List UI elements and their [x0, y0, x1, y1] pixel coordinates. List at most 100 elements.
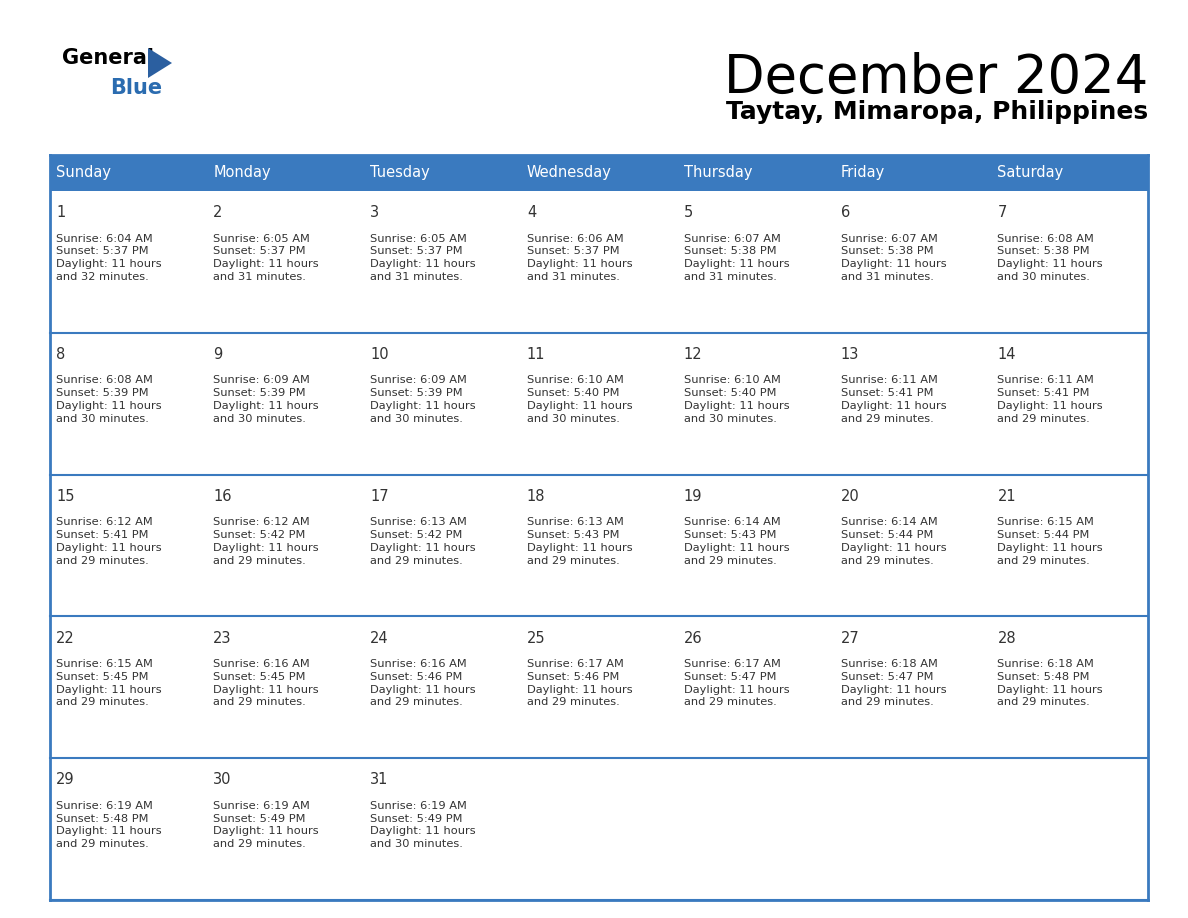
Bar [520, 191, 677, 333]
Text: 2: 2 [213, 206, 222, 220]
Text: Sunrise: 6:10 AM
Sunset: 5:40 PM
Daylight: 11 hours
and 30 minutes.: Sunrise: 6:10 AM Sunset: 5:40 PM Dayligh… [684, 375, 789, 424]
Bar [520, 616, 677, 758]
Text: Sunrise: 6:14 AM
Sunset: 5:43 PM
Daylight: 11 hours
and 29 minutes.: Sunrise: 6:14 AM Sunset: 5:43 PM Dayligh… [684, 517, 789, 565]
Text: 27: 27 [841, 631, 859, 645]
Bar [677, 191, 834, 333]
Text: Sunrise: 6:18 AM
Sunset: 5:47 PM
Daylight: 11 hours
and 29 minutes.: Sunrise: 6:18 AM Sunset: 5:47 PM Dayligh… [841, 659, 946, 708]
Text: Monday: Monday [213, 165, 271, 181]
Bar [50, 616, 207, 758]
Text: General: General [62, 48, 154, 68]
Text: Sunrise: 6:17 AM
Sunset: 5:46 PM
Daylight: 11 hours
and 29 minutes.: Sunrise: 6:17 AM Sunset: 5:46 PM Dayligh… [526, 659, 632, 708]
Text: Sunrise: 6:07 AM
Sunset: 5:38 PM
Daylight: 11 hours
and 31 minutes.: Sunrise: 6:07 AM Sunset: 5:38 PM Dayligh… [841, 233, 946, 282]
Text: Thursday: Thursday [684, 165, 752, 181]
Bar [207, 758, 364, 900]
Text: 1: 1 [56, 206, 65, 220]
Bar [834, 758, 991, 900]
Text: 11: 11 [526, 347, 545, 362]
Text: 5: 5 [684, 206, 693, 220]
Bar [50, 155, 1148, 191]
Bar [834, 475, 991, 616]
Bar [991, 333, 1148, 475]
Bar [364, 758, 520, 900]
Text: 28: 28 [998, 631, 1016, 645]
Text: 7: 7 [998, 206, 1006, 220]
Bar [50, 333, 207, 475]
Bar [677, 616, 834, 758]
Bar [991, 616, 1148, 758]
Text: Tuesday: Tuesday [369, 165, 430, 181]
Text: 4: 4 [526, 206, 536, 220]
Bar [364, 333, 520, 475]
Text: 24: 24 [369, 631, 388, 645]
Text: 14: 14 [998, 347, 1016, 362]
Text: 21: 21 [998, 488, 1016, 504]
Text: Blue: Blue [110, 78, 162, 98]
Text: 16: 16 [213, 488, 232, 504]
Text: Sunrise: 6:04 AM
Sunset: 5:37 PM
Daylight: 11 hours
and 32 minutes.: Sunrise: 6:04 AM Sunset: 5:37 PM Dayligh… [56, 233, 162, 282]
Text: December 2024: December 2024 [723, 52, 1148, 104]
Text: Sunrise: 6:12 AM
Sunset: 5:41 PM
Daylight: 11 hours
and 29 minutes.: Sunrise: 6:12 AM Sunset: 5:41 PM Dayligh… [56, 517, 162, 565]
Text: 31: 31 [369, 772, 388, 788]
Bar [364, 475, 520, 616]
Bar [834, 333, 991, 475]
Text: Friday: Friday [841, 165, 885, 181]
Bar [677, 758, 834, 900]
Text: Sunrise: 6:05 AM
Sunset: 5:37 PM
Daylight: 11 hours
and 31 minutes.: Sunrise: 6:05 AM Sunset: 5:37 PM Dayligh… [369, 233, 475, 282]
Bar [834, 616, 991, 758]
Bar [50, 758, 207, 900]
Text: Sunrise: 6:18 AM
Sunset: 5:48 PM
Daylight: 11 hours
and 29 minutes.: Sunrise: 6:18 AM Sunset: 5:48 PM Dayligh… [998, 659, 1102, 708]
Bar [50, 475, 207, 616]
Text: 22: 22 [56, 631, 75, 645]
Polygon shape [148, 48, 172, 78]
Text: Sunrise: 6:19 AM
Sunset: 5:49 PM
Daylight: 11 hours
and 30 minutes.: Sunrise: 6:19 AM Sunset: 5:49 PM Dayligh… [369, 800, 475, 849]
Bar [520, 333, 677, 475]
Text: Sunday: Sunday [56, 165, 112, 181]
Bar [991, 758, 1148, 900]
Bar [991, 475, 1148, 616]
Text: Sunrise: 6:14 AM
Sunset: 5:44 PM
Daylight: 11 hours
and 29 minutes.: Sunrise: 6:14 AM Sunset: 5:44 PM Dayligh… [841, 517, 946, 565]
Bar [364, 616, 520, 758]
Bar [207, 475, 364, 616]
Text: 9: 9 [213, 347, 222, 362]
Text: Sunrise: 6:16 AM
Sunset: 5:45 PM
Daylight: 11 hours
and 29 minutes.: Sunrise: 6:16 AM Sunset: 5:45 PM Dayligh… [213, 659, 318, 708]
Bar [207, 191, 364, 333]
Text: Saturday: Saturday [998, 165, 1063, 181]
Text: Sunrise: 6:11 AM
Sunset: 5:41 PM
Daylight: 11 hours
and 29 minutes.: Sunrise: 6:11 AM Sunset: 5:41 PM Dayligh… [998, 375, 1102, 424]
Text: 13: 13 [841, 347, 859, 362]
Text: 25: 25 [526, 631, 545, 645]
Text: 30: 30 [213, 772, 232, 788]
Text: Wednesday: Wednesday [526, 165, 612, 181]
Bar [50, 191, 207, 333]
Text: 18: 18 [526, 488, 545, 504]
Bar [207, 333, 364, 475]
Text: Sunrise: 6:06 AM
Sunset: 5:37 PM
Daylight: 11 hours
and 31 minutes.: Sunrise: 6:06 AM Sunset: 5:37 PM Dayligh… [526, 233, 632, 282]
Text: Sunrise: 6:19 AM
Sunset: 5:48 PM
Daylight: 11 hours
and 29 minutes.: Sunrise: 6:19 AM Sunset: 5:48 PM Dayligh… [56, 800, 162, 849]
Text: Sunrise: 6:15 AM
Sunset: 5:44 PM
Daylight: 11 hours
and 29 minutes.: Sunrise: 6:15 AM Sunset: 5:44 PM Dayligh… [998, 517, 1102, 565]
Text: 20: 20 [841, 488, 859, 504]
Text: Sunrise: 6:07 AM
Sunset: 5:38 PM
Daylight: 11 hours
and 31 minutes.: Sunrise: 6:07 AM Sunset: 5:38 PM Dayligh… [684, 233, 789, 282]
Text: Sunrise: 6:10 AM
Sunset: 5:40 PM
Daylight: 11 hours
and 30 minutes.: Sunrise: 6:10 AM Sunset: 5:40 PM Dayligh… [526, 375, 632, 424]
Text: 29: 29 [56, 772, 75, 788]
Bar [677, 333, 834, 475]
Text: 19: 19 [684, 488, 702, 504]
Text: Sunrise: 6:08 AM
Sunset: 5:38 PM
Daylight: 11 hours
and 30 minutes.: Sunrise: 6:08 AM Sunset: 5:38 PM Dayligh… [998, 233, 1102, 282]
Text: 12: 12 [684, 347, 702, 362]
Text: 10: 10 [369, 347, 388, 362]
Text: Sunrise: 6:13 AM
Sunset: 5:43 PM
Daylight: 11 hours
and 29 minutes.: Sunrise: 6:13 AM Sunset: 5:43 PM Dayligh… [526, 517, 632, 565]
Text: Sunrise: 6:05 AM
Sunset: 5:37 PM
Daylight: 11 hours
and 31 minutes.: Sunrise: 6:05 AM Sunset: 5:37 PM Dayligh… [213, 233, 318, 282]
Text: Sunrise: 6:09 AM
Sunset: 5:39 PM
Daylight: 11 hours
and 30 minutes.: Sunrise: 6:09 AM Sunset: 5:39 PM Dayligh… [213, 375, 318, 424]
Text: Sunrise: 6:13 AM
Sunset: 5:42 PM
Daylight: 11 hours
and 29 minutes.: Sunrise: 6:13 AM Sunset: 5:42 PM Dayligh… [369, 517, 475, 565]
Bar [207, 616, 364, 758]
Text: 26: 26 [684, 631, 702, 645]
Text: Sunrise: 6:11 AM
Sunset: 5:41 PM
Daylight: 11 hours
and 29 minutes.: Sunrise: 6:11 AM Sunset: 5:41 PM Dayligh… [841, 375, 946, 424]
Text: Sunrise: 6:15 AM
Sunset: 5:45 PM
Daylight: 11 hours
and 29 minutes.: Sunrise: 6:15 AM Sunset: 5:45 PM Dayligh… [56, 659, 162, 708]
Text: Sunrise: 6:16 AM
Sunset: 5:46 PM
Daylight: 11 hours
and 29 minutes.: Sunrise: 6:16 AM Sunset: 5:46 PM Dayligh… [369, 659, 475, 708]
Text: Sunrise: 6:17 AM
Sunset: 5:47 PM
Daylight: 11 hours
and 29 minutes.: Sunrise: 6:17 AM Sunset: 5:47 PM Dayligh… [684, 659, 789, 708]
Text: 6: 6 [841, 206, 849, 220]
Text: Sunrise: 6:09 AM
Sunset: 5:39 PM
Daylight: 11 hours
and 30 minutes.: Sunrise: 6:09 AM Sunset: 5:39 PM Dayligh… [369, 375, 475, 424]
Text: Taytay, Mimaropa, Philippines: Taytay, Mimaropa, Philippines [726, 100, 1148, 124]
Bar [677, 475, 834, 616]
Bar [364, 191, 520, 333]
Bar [520, 758, 677, 900]
Bar [834, 191, 991, 333]
